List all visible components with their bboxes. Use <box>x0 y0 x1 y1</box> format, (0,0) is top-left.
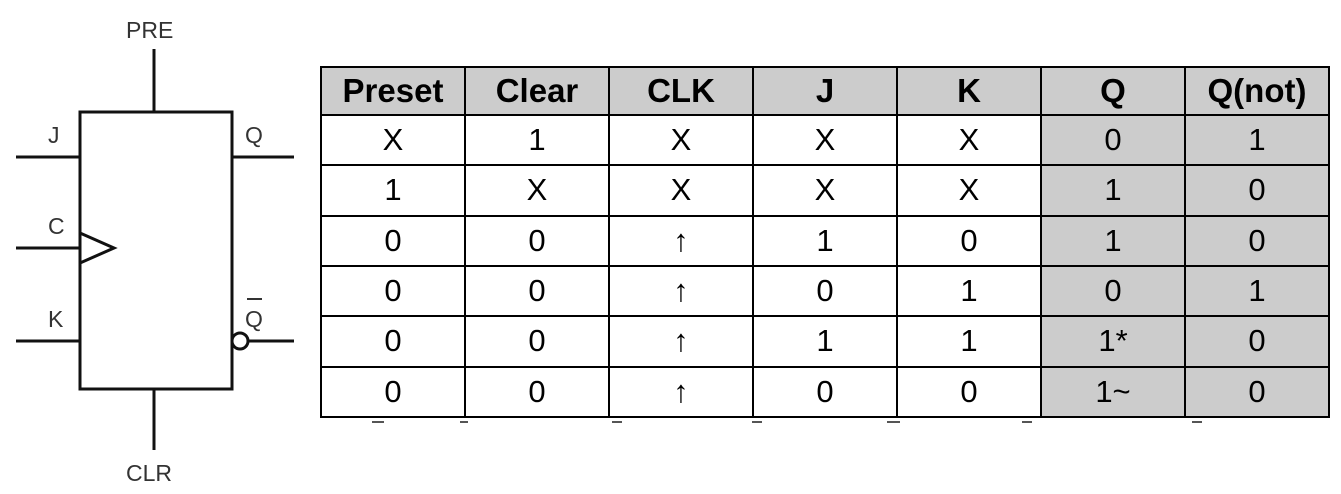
header-row: Preset Clear CLK J K Q Q(not) <box>320 66 1330 116</box>
cell-q: 0 <box>1040 113 1186 167</box>
table-row: 0 0 ↑ 0 1 0 1 <box>320 264 1330 318</box>
cell-j: 1 <box>752 214 898 267</box>
cell-j: X <box>752 113 898 167</box>
q-label: Q <box>245 122 263 148</box>
cell-clk: X <box>608 113 754 167</box>
cell-clk: X <box>608 164 754 217</box>
table-row: X 1 X X X 0 1 <box>320 113 1330 167</box>
j-label: J <box>48 122 60 148</box>
clock-triangle <box>79 231 118 265</box>
header-q-not: Q(not) <box>1184 66 1330 116</box>
table-row: 1 X X X X 1 0 <box>320 164 1330 217</box>
cell-clear: 0 <box>464 315 610 368</box>
cell-clear: 0 <box>464 264 610 318</box>
cell-q: 1 <box>1040 164 1186 217</box>
truth-table: Preset Clear CLK J K Q Q(not) X 1 X X X … <box>320 66 1330 419</box>
cell-clk: ↑ <box>608 264 754 318</box>
cell-clk: ↑ <box>608 315 754 368</box>
cell-j: 0 <box>752 365 898 419</box>
clr-label: CLR <box>126 460 172 486</box>
cell-q-not: 0 <box>1184 214 1330 267</box>
cropped-text-remnant <box>372 421 1202 423</box>
table-row: 0 0 ↑ 1 1 1* 0 <box>320 315 1330 368</box>
cell-clk: ↑ <box>608 214 754 267</box>
cell-q-not: 1 <box>1184 113 1330 167</box>
cell-clear: 1 <box>464 113 610 167</box>
jk-flip-flop-diagram: PRE CLR J C K Q Q <box>16 17 294 486</box>
cell-q-not: 0 <box>1184 315 1330 368</box>
header-clear: Clear <box>464 66 610 116</box>
k-label: K <box>48 306 64 332</box>
cell-q: 1~ <box>1040 365 1186 419</box>
cell-k: 0 <box>896 365 1042 419</box>
c-label: C <box>48 213 65 239</box>
cell-preset: 0 <box>320 365 466 419</box>
cell-j: X <box>752 164 898 217</box>
cell-q: 1* <box>1040 315 1186 368</box>
cell-clear: X <box>464 164 610 217</box>
cell-clear: 0 <box>464 214 610 267</box>
flip-flop-body <box>78 110 234 391</box>
qbar-label: Q <box>245 306 263 332</box>
inversion-bubble <box>230 331 250 351</box>
cell-j: 1 <box>752 315 898 368</box>
header-preset: Preset <box>320 66 466 116</box>
cell-preset: 0 <box>320 315 466 368</box>
cell-q-not: 0 <box>1184 365 1330 419</box>
header-clk: CLK <box>608 66 754 116</box>
cell-q: 1 <box>1040 214 1186 267</box>
cell-k: 1 <box>896 315 1042 368</box>
pre-label: PRE <box>126 17 173 43</box>
cell-preset: 0 <box>320 214 466 267</box>
cell-clk: ↑ <box>608 365 754 419</box>
cell-q-not: 0 <box>1184 164 1330 217</box>
cell-j: 0 <box>752 264 898 318</box>
cell-k: 1 <box>896 264 1042 318</box>
header-j: J <box>752 66 898 116</box>
cell-preset: X <box>320 113 466 167</box>
cell-k: 0 <box>896 214 1042 267</box>
header-q: Q <box>1040 66 1186 116</box>
table-row: 0 0 ↑ 0 0 1~ 0 <box>320 365 1330 419</box>
cell-q: 0 <box>1040 264 1186 318</box>
cell-preset: 1 <box>320 164 466 217</box>
cell-preset: 0 <box>320 264 466 318</box>
table-row: 0 0 ↑ 1 0 1 0 <box>320 214 1330 267</box>
cell-q-not: 1 <box>1184 264 1330 318</box>
cell-clear: 0 <box>464 365 610 419</box>
header-k: K <box>896 66 1042 116</box>
cell-k: X <box>896 164 1042 217</box>
cell-k: X <box>896 113 1042 167</box>
